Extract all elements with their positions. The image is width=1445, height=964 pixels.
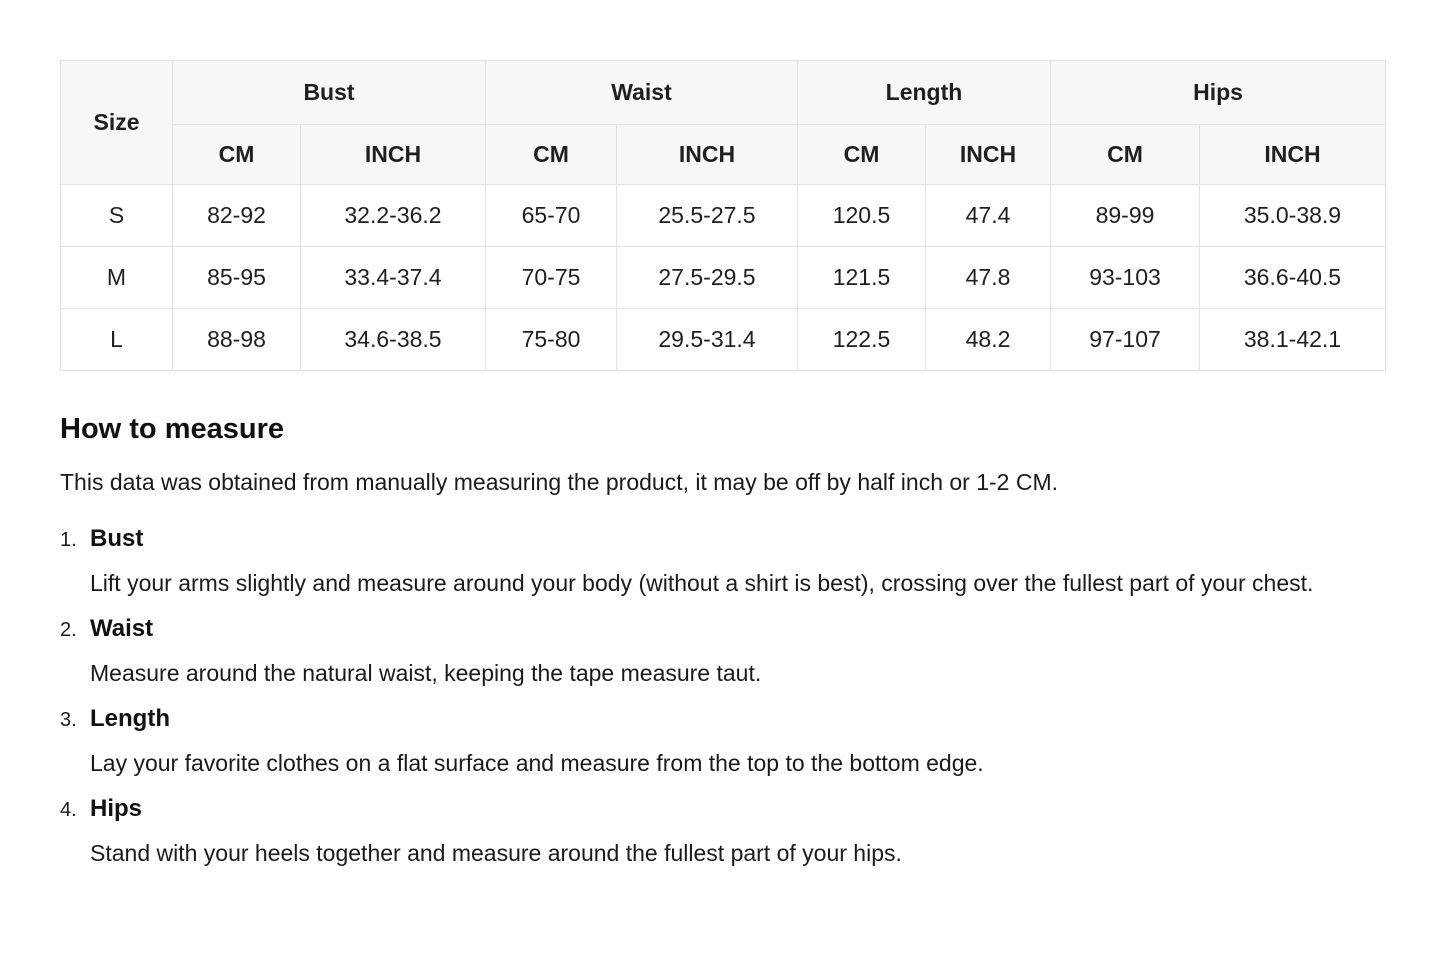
size-label: L <box>60 308 173 371</box>
measure-step-length: 3. Length Lay your favorite clothes on a… <box>60 702 1385 781</box>
table-row-size-s: S 82-92 32.2-36.2 65-70 25.5-27.5 120.5 … <box>60 184 1386 247</box>
step-term: Bust <box>90 525 144 552</box>
column-header-size: Size <box>60 60 173 185</box>
unit-header: CM <box>172 124 301 185</box>
table-cell: 70-75 <box>485 246 617 309</box>
measure-step-bust: 1. Bust Lift your arms slightly and meas… <box>60 522 1385 601</box>
table-cell: 120.5 <box>797 184 926 247</box>
column-group-waist: Waist <box>485 60 798 125</box>
column-group-hips: Hips <box>1050 60 1386 125</box>
table-cell: 32.2-36.2 <box>300 184 486 247</box>
table-cell: 33.4-37.4 <box>300 246 486 309</box>
table-cell: 27.5-29.5 <box>616 246 798 309</box>
unit-header: INCH <box>925 124 1051 185</box>
step-number: 4. <box>60 799 77 821</box>
table-cell: 47.8 <box>925 246 1051 309</box>
column-group-length: Length <box>797 60 1051 125</box>
unit-header: CM <box>485 124 617 185</box>
unit-header: INCH <box>300 124 486 185</box>
step-number: 1. <box>60 529 77 551</box>
size-chart-table: Size Bust Waist Length Hips CM INCH CM I… <box>60 60 1386 371</box>
step-description: Lift your arms slightly and measure arou… <box>90 570 1314 596</box>
table-cell: 97-107 <box>1050 308 1200 371</box>
measure-steps-list: 1. Bust Lift your arms slightly and meas… <box>60 522 1385 871</box>
measure-step-hips: 4. Hips Stand with your heels together a… <box>60 792 1385 871</box>
table-cell: 25.5-27.5 <box>616 184 798 247</box>
table-cell: 93-103 <box>1050 246 1200 309</box>
unit-header: CM <box>797 124 926 185</box>
size-label: S <box>60 184 173 247</box>
how-to-measure-title: How to measure <box>60 413 284 445</box>
step-term: Waist <box>90 615 154 642</box>
unit-header: INCH <box>616 124 798 185</box>
table-cell: 34.6-38.5 <box>300 308 486 371</box>
table-cell: 38.1-42.1 <box>1199 308 1386 371</box>
step-description: Lay your favorite clothes on a flat surf… <box>90 750 984 776</box>
column-group-bust: Bust <box>172 60 486 125</box>
step-number: 3. <box>60 709 77 731</box>
table-cell: 88-98 <box>172 308 301 371</box>
table-row-size-l: L 88-98 34.6-38.5 75-80 29.5-31.4 122.5 … <box>60 308 1386 371</box>
table-cell: 82-92 <box>172 184 301 247</box>
step-description: Measure around the natural waist, keepin… <box>90 660 762 686</box>
step-term: Length <box>90 705 170 732</box>
step-number: 2. <box>60 619 77 641</box>
measure-step-waist: 2. Waist Measure around the natural wais… <box>60 612 1385 691</box>
size-label: M <box>60 246 173 309</box>
how-to-measure-section: How to measure This data was obtained fr… <box>60 413 1385 871</box>
table-cell: 122.5 <box>797 308 926 371</box>
table-cell: 36.6-40.5 <box>1199 246 1386 309</box>
table-cell: 29.5-31.4 <box>616 308 798 371</box>
table-cell: 35.0-38.9 <box>1199 184 1386 247</box>
table-cell: 47.4 <box>925 184 1051 247</box>
table-cell: 85-95 <box>172 246 301 309</box>
table-row-size-m: M 85-95 33.4-37.4 70-75 27.5-29.5 121.5 … <box>60 246 1386 309</box>
table-cell: 121.5 <box>797 246 926 309</box>
step-description: Stand with your heels together and measu… <box>90 840 902 866</box>
table-cell: 75-80 <box>485 308 617 371</box>
table-cell: 48.2 <box>925 308 1051 371</box>
table-cell: 89-99 <box>1050 184 1200 247</box>
step-term: Hips <box>90 795 143 822</box>
unit-header: CM <box>1050 124 1200 185</box>
measure-disclaimer-text: This data was obtained from manually mea… <box>60 469 1059 495</box>
unit-header: INCH <box>1199 124 1386 185</box>
table-cell: 65-70 <box>485 184 617 247</box>
